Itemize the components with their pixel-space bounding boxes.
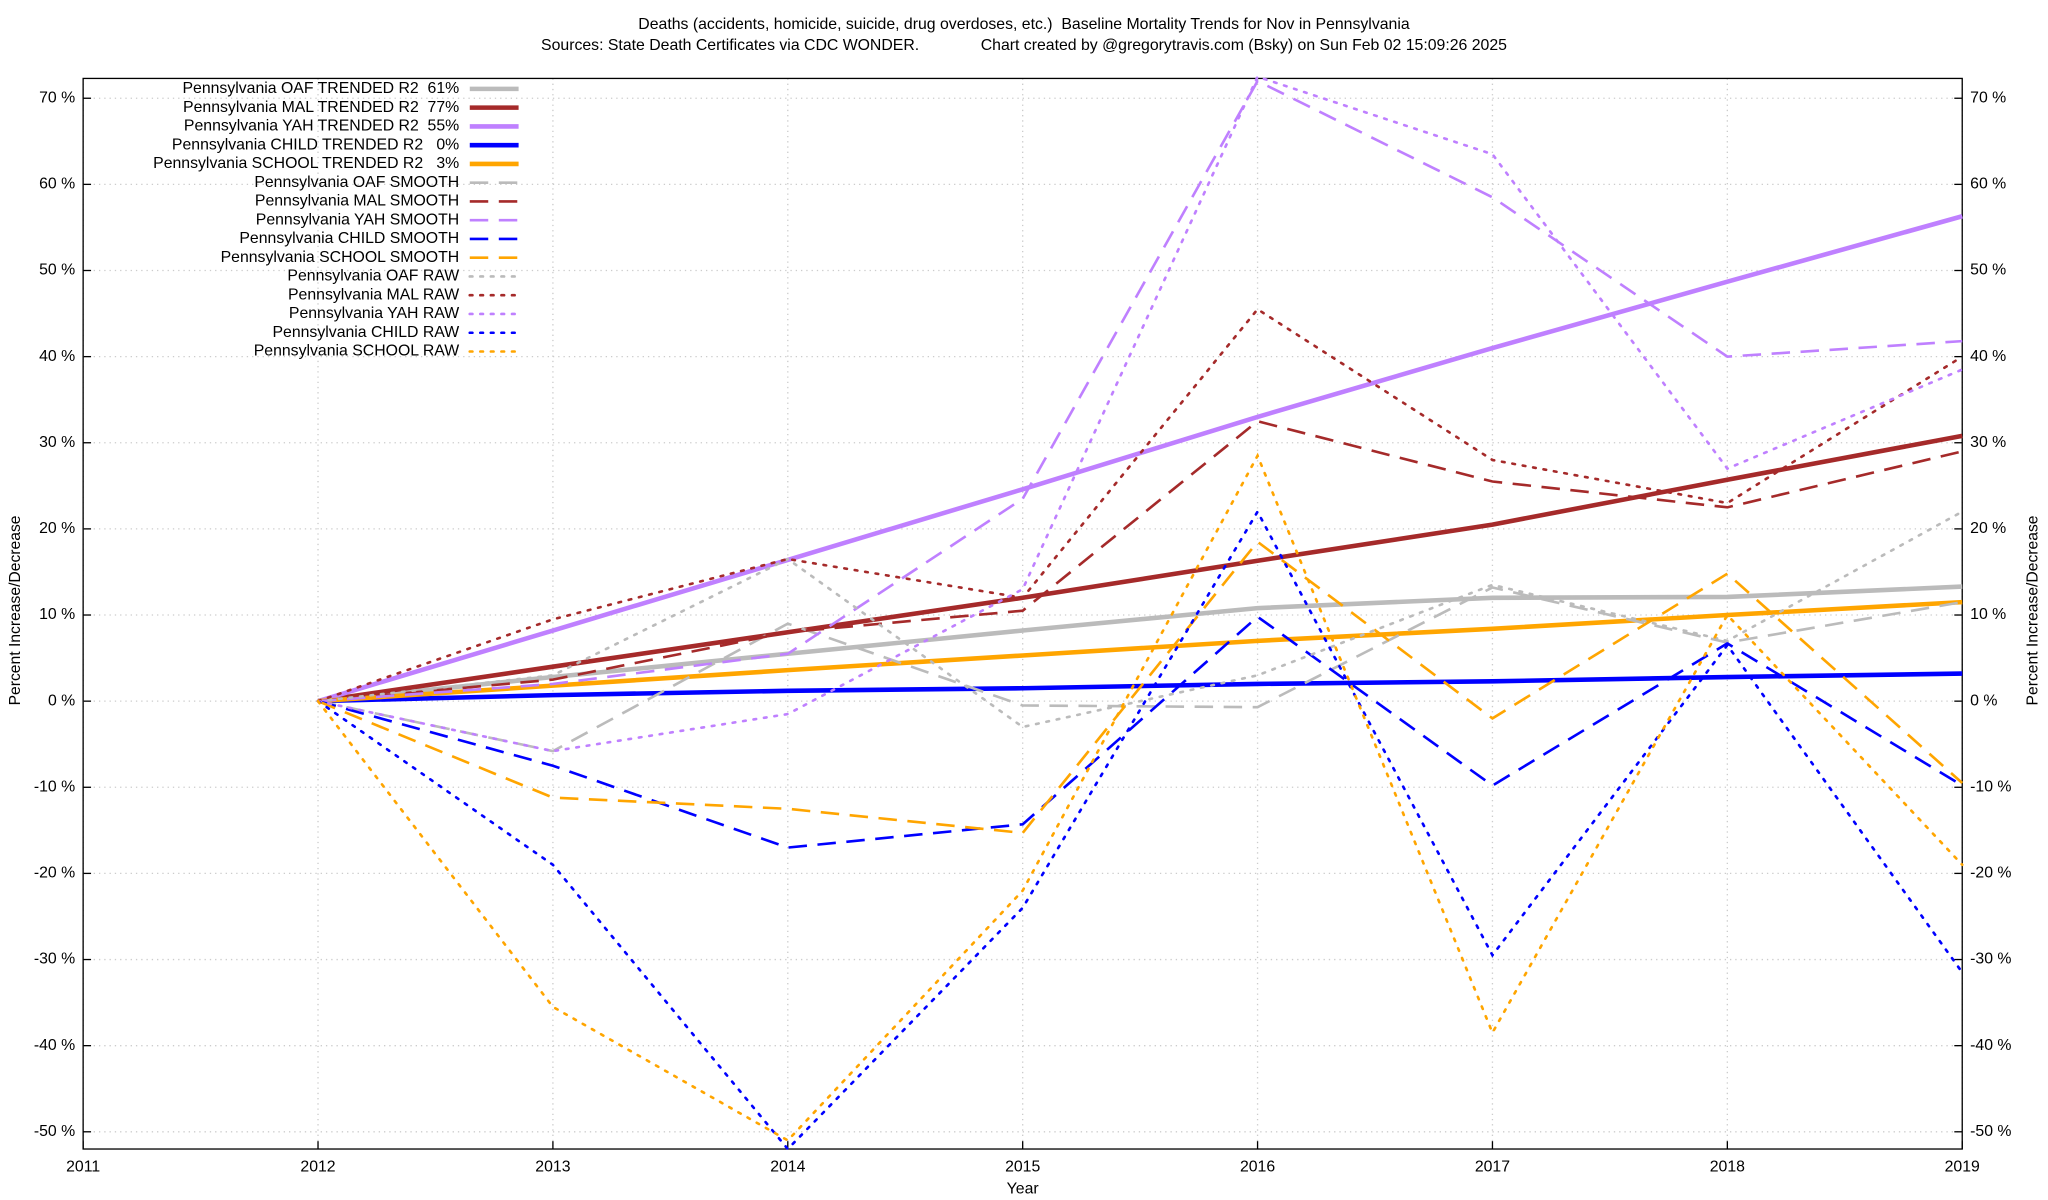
chart-subtitle: Sources: State Death Certificates via CD…	[541, 37, 1507, 54]
series-line	[317, 615, 1963, 849]
y2-tick-label: -20 %	[1970, 865, 2011, 882]
y2-tick-label: -30 %	[1970, 951, 2011, 968]
x-tick-label: 2017	[1475, 1159, 1510, 1176]
legend-label: Pennsylvania OAF RAW	[287, 268, 459, 285]
legend-label: Pennsylvania OAF SMOOTH	[254, 174, 459, 191]
series-line	[316, 75, 1964, 753]
y-tick-label: 10 %	[39, 606, 75, 623]
series-line	[317, 433, 1963, 704]
y-tick-label: 30 %	[39, 434, 75, 451]
legend-label: Pennsylvania YAH TRENDED R2 55%	[184, 118, 459, 135]
series-line	[317, 79, 1963, 703]
legend-label: Pennsylvania CHILD SMOOTH	[239, 230, 459, 247]
y-tick-label: 50 %	[39, 262, 75, 279]
series-line	[317, 599, 1963, 704]
x-tick-label: 2015	[1005, 1159, 1040, 1176]
y2-tick-label: -40 %	[1970, 1037, 2011, 1054]
legend-label: Pennsylvania MAL SMOOTH	[255, 193, 459, 210]
legend-label: Pennsylvania OAF TRENDED R2 61%	[182, 80, 459, 97]
series-line	[316, 510, 1964, 729]
series-line	[317, 419, 1963, 703]
y-tick-label: 40 %	[39, 348, 75, 365]
y-tick-label: 0 %	[48, 692, 75, 709]
y-tick-label: 20 %	[39, 520, 75, 537]
series-line	[316, 307, 1964, 703]
legend-label: Pennsylvania SCHOOL RAW	[254, 343, 460, 360]
x-tick-label: 2019	[1945, 1159, 1980, 1176]
y-tick-label: -20 %	[34, 865, 75, 882]
legend-label: Pennsylvania YAH SMOOTH	[256, 211, 459, 228]
y2-tick-label: 10 %	[1970, 606, 2006, 623]
x-tick-label: 2012	[300, 1159, 335, 1176]
y2-tick-label: 50 %	[1970, 262, 2006, 279]
plot-frame	[82, 77, 1963, 1150]
y2-tick-label: 70 %	[1970, 89, 2006, 106]
legend-label: Pennsylvania MAL TRENDED R2 77%	[183, 99, 459, 116]
y-axis-label: Percent Increase/Decrease	[7, 515, 24, 705]
y2-axis-label: Percent Increase/Decrease	[2025, 515, 2042, 705]
y2-tick-label: 60 %	[1970, 176, 2006, 193]
series-line	[317, 539, 1964, 835]
y-tick-label: -50 %	[34, 1123, 75, 1140]
y2-tick-label: 20 %	[1970, 520, 2006, 537]
y-tick-label: -10 %	[34, 778, 75, 795]
legend-label: Pennsylvania CHILD RAW	[272, 324, 459, 341]
x-tick-label: 2018	[1710, 1159, 1745, 1176]
y2-tick-label: -50 %	[1970, 1123, 2011, 1140]
series-line	[317, 586, 1963, 753]
series-line	[316, 508, 1964, 1151]
y-tick-label: -40 %	[34, 1037, 75, 1054]
y2-tick-label: 40 %	[1970, 348, 2006, 365]
x-tick-label: 2014	[770, 1159, 805, 1176]
y-tick-label: 70 %	[39, 89, 75, 106]
series-line	[316, 452, 1964, 1143]
legend-label: Pennsylvania YAH RAW	[289, 305, 459, 322]
legend-label: Pennsylvania MAL RAW	[288, 286, 459, 303]
x-tick-label: 2011	[66, 1159, 100, 1176]
legend-label: Pennsylvania CHILD TRENDED R2 0%	[172, 136, 459, 153]
y2-tick-label: 30 %	[1970, 434, 2006, 451]
y2-tick-label: -10 %	[1970, 778, 2011, 795]
legend-label: Pennsylvania SCHOOL TRENDED R2 3%	[153, 155, 459, 172]
y-tick-label: -30 %	[34, 951, 75, 968]
y2-tick-label: 0 %	[1970, 692, 1997, 709]
legend-label: Pennsylvania SCHOOL SMOOTH	[221, 249, 460, 266]
chart-title: Deaths (accidents, homicide, suicide, dr…	[638, 16, 1410, 33]
x-axis-label: Year	[1007, 1181, 1039, 1198]
x-tick-label: 2016	[1240, 1159, 1275, 1176]
y-tick-label: 60 %	[39, 176, 75, 193]
x-tick-label: 2013	[535, 1159, 570, 1176]
